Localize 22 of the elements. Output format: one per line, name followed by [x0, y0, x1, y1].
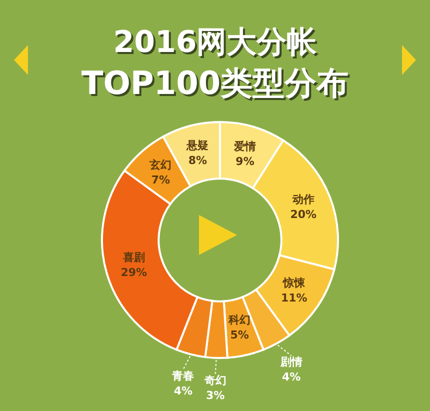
chart-title: 2016网大分帐 [112, 24, 318, 62]
data-label: 11% [281, 291, 308, 304]
slice-label: 玄幻 [148, 158, 172, 172]
slice-label: 科幻 [228, 314, 251, 327]
data-label: 4% [282, 370, 301, 384]
data-label: 7% [151, 174, 170, 187]
slice-label: 动作 [291, 192, 314, 206]
chart-subtitle: TOP100类型分布 [80, 63, 350, 104]
slice-label: 青春 [171, 369, 194, 382]
slice-label: 爱情 [233, 140, 256, 153]
slice-label: 剧情 [279, 356, 302, 369]
slice-label: 惊悚 [282, 276, 306, 290]
data-label: 29% [120, 266, 148, 280]
slice-label: 悬疑 [186, 139, 209, 152]
data-label: 3% [206, 388, 225, 402]
slice-label: 奇幻 [203, 374, 226, 387]
data-label: 20% [290, 208, 317, 221]
data-label: 8% [188, 154, 208, 168]
data-label: 9% [236, 154, 254, 168]
data-label: 5% [230, 328, 249, 342]
data-label: 4% [174, 384, 193, 398]
slice-label: 喜剧 [122, 251, 145, 264]
